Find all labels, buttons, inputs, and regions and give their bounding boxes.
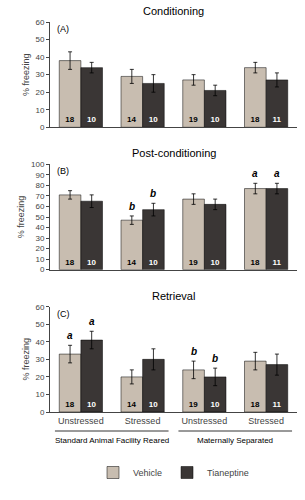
svg-text:% freezing: % freezing — [21, 338, 31, 381]
svg-text:50: 50 — [35, 320, 44, 329]
svg-text:(C): (C) — [57, 309, 70, 319]
svg-text:% freezing: % freezing — [16, 196, 26, 239]
svg-text:60: 60 — [35, 202, 44, 211]
svg-text:Maternally Separated: Maternally Separated — [197, 436, 273, 445]
svg-text:b: b — [150, 188, 156, 199]
svg-text:18: 18 — [251, 115, 260, 124]
svg-text:14: 14 — [127, 115, 136, 124]
svg-text:Stressed: Stressed — [125, 416, 161, 426]
svg-text:a: a — [252, 168, 258, 179]
svg-text:18: 18 — [65, 400, 74, 409]
svg-text:Retrieval: Retrieval — [152, 290, 195, 302]
svg-text:Unstressed: Unstressed — [182, 416, 228, 426]
svg-text:18: 18 — [65, 115, 74, 124]
svg-text:10: 10 — [35, 255, 44, 264]
svg-text:20: 20 — [35, 373, 44, 382]
svg-text:60: 60 — [35, 303, 44, 312]
svg-text:b: b — [129, 201, 135, 212]
svg-text:40: 40 — [35, 223, 44, 232]
svg-text:10: 10 — [210, 115, 219, 124]
svg-text:100: 100 — [31, 160, 45, 169]
svg-text:% freezing: % freezing — [21, 53, 31, 96]
svg-text:18: 18 — [65, 258, 74, 267]
svg-text:60: 60 — [35, 18, 44, 27]
svg-text:11: 11 — [272, 115, 281, 124]
svg-text:Standard Animal Facility Reare: Standard Animal Facility Reared — [55, 436, 169, 445]
svg-text:40: 40 — [35, 53, 44, 62]
svg-text:20: 20 — [35, 244, 44, 253]
svg-text:Vehicle: Vehicle — [133, 468, 162, 478]
svg-text:14: 14 — [127, 400, 136, 409]
svg-text:10: 10 — [149, 115, 158, 124]
svg-text:11: 11 — [272, 258, 281, 267]
svg-text:Stressed: Stressed — [248, 416, 284, 426]
svg-text:70: 70 — [35, 192, 44, 201]
svg-text:14: 14 — [127, 258, 136, 267]
svg-text:(A): (A) — [57, 24, 69, 34]
svg-text:b: b — [191, 346, 197, 357]
svg-text:a: a — [274, 168, 280, 179]
svg-text:10: 10 — [210, 400, 219, 409]
svg-text:10: 10 — [87, 258, 96, 267]
svg-text:10: 10 — [87, 400, 96, 409]
svg-text:20: 20 — [35, 88, 44, 97]
svg-text:11: 11 — [272, 400, 281, 409]
svg-text:80: 80 — [35, 181, 44, 190]
svg-text:18: 18 — [251, 258, 260, 267]
svg-text:10: 10 — [35, 106, 44, 115]
svg-text:a: a — [89, 316, 95, 327]
svg-text:19: 19 — [189, 115, 198, 124]
svg-text:10: 10 — [87, 115, 96, 124]
svg-text:30: 30 — [35, 355, 44, 364]
svg-text:18: 18 — [251, 400, 260, 409]
svg-text:19: 19 — [189, 400, 198, 409]
svg-text:30: 30 — [35, 234, 44, 243]
svg-text:(B): (B) — [57, 166, 69, 176]
svg-text:0: 0 — [40, 408, 45, 417]
svg-text:10: 10 — [210, 258, 219, 267]
svg-text:Conditioning: Conditioning — [143, 5, 204, 17]
svg-text:19: 19 — [189, 258, 198, 267]
svg-text:50: 50 — [35, 213, 44, 222]
svg-text:10: 10 — [149, 258, 158, 267]
svg-text:30: 30 — [35, 70, 44, 79]
svg-text:40: 40 — [35, 338, 44, 347]
svg-text:Tianeptine: Tianeptine — [207, 468, 249, 478]
svg-text:10: 10 — [35, 390, 44, 399]
svg-text:b: b — [212, 353, 218, 364]
svg-text:10: 10 — [149, 400, 158, 409]
svg-text:50: 50 — [35, 35, 44, 44]
svg-text:0: 0 — [40, 265, 45, 274]
svg-text:a: a — [67, 330, 73, 341]
svg-text:90: 90 — [35, 171, 44, 180]
svg-text:0: 0 — [40, 123, 45, 132]
svg-text:Post-conditioning: Post-conditioning — [132, 147, 216, 159]
svg-text:Unstressed: Unstressed — [58, 416, 104, 426]
